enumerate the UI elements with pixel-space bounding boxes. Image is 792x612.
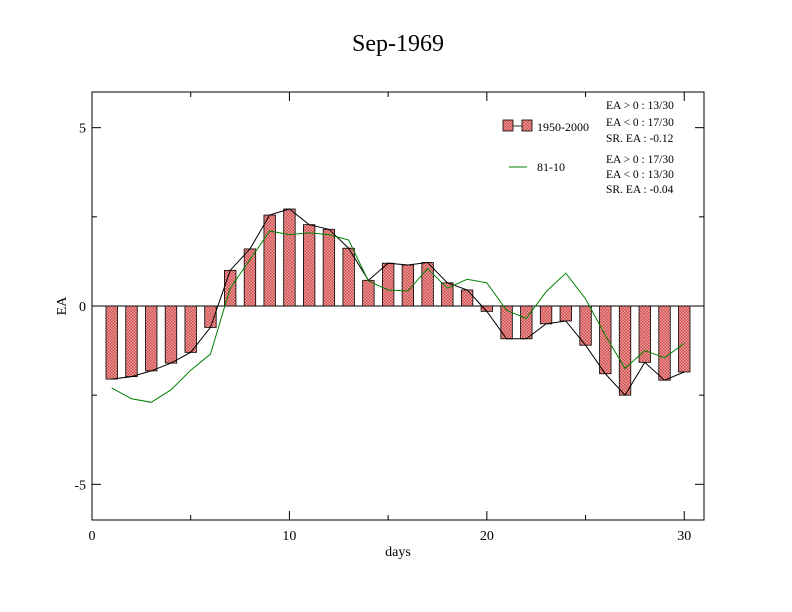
bar-day-27 <box>618 305 632 396</box>
bar-day-10 <box>283 208 296 307</box>
bar-day-19 <box>460 289 474 307</box>
bar-day-12 <box>322 228 336 307</box>
stat-ea-neg-2: EA < 0 : 13/30 <box>606 169 674 181</box>
bar-day-14 <box>362 279 375 307</box>
bar-day-25 <box>579 305 592 346</box>
stat-sr-ea-1: SR. EA : -0.12 <box>606 133 674 145</box>
bar-day-3 <box>145 305 158 372</box>
bar-day-11 <box>303 224 316 307</box>
x-tick-label: 30 <box>677 529 691 544</box>
axis-tick-labels: 0 10 20 30 -5 0 5 <box>74 122 691 544</box>
bar-day-23 <box>539 305 553 325</box>
bar-day-22 <box>520 305 533 340</box>
bar-day-13 <box>342 247 355 307</box>
x-tick-label: 20 <box>480 529 494 544</box>
line-81-10-path <box>111 230 685 403</box>
stat-ea-pos-2: EA > 0 : 17/30 <box>606 154 674 166</box>
bar-day-29 <box>658 305 671 381</box>
chart-title: Sep-1969 <box>352 31 444 57</box>
y-axis-label: EA <box>55 296 70 316</box>
y-tick-label: 5 <box>79 122 86 137</box>
stat-sr-ea-2: SR. EA : -0.04 <box>606 184 674 196</box>
x-tick-label: 0 <box>89 529 96 544</box>
x-axis-label: days <box>385 545 411 560</box>
legend-label-81-10: 81-10 <box>537 160 565 174</box>
legend-bar-swatch-left <box>502 119 514 132</box>
bar-outline-line <box>111 208 685 396</box>
bar-day-26 <box>599 305 612 375</box>
line-series-81-10 <box>111 230 685 403</box>
y-tick-label: -5 <box>74 478 86 493</box>
bar-outline-polyline <box>111 208 685 396</box>
stat-ea-neg-1: EA < 0 : 17/30 <box>606 117 674 129</box>
bar-day-15 <box>381 262 395 307</box>
bar-day-8 <box>243 248 257 307</box>
bar-day-2 <box>125 305 138 378</box>
axis-ticks <box>91 92 704 520</box>
legend: 1950-2000 81-10 <box>502 119 589 174</box>
bar-day-1 <box>105 305 118 380</box>
legend-bar-swatch-right <box>521 119 533 132</box>
bar-day-24 <box>559 305 572 322</box>
bar-day-4 <box>164 305 178 364</box>
y-tick-label: 0 <box>79 300 86 315</box>
x-tick-label: 10 <box>282 529 296 544</box>
bar-day-30 <box>678 305 691 373</box>
bar-day-5 <box>184 305 197 353</box>
stat-ea-pos-1: EA > 0 : 13/30 <box>606 100 674 112</box>
legend-label-1950-2000: 1950-2000 <box>537 120 589 134</box>
stats-annotations: EA > 0 : 13/30 EA < 0 : 17/30 SR. EA : -… <box>606 100 674 196</box>
bar-day-9 <box>263 214 276 307</box>
bar-day-16 <box>401 264 415 307</box>
